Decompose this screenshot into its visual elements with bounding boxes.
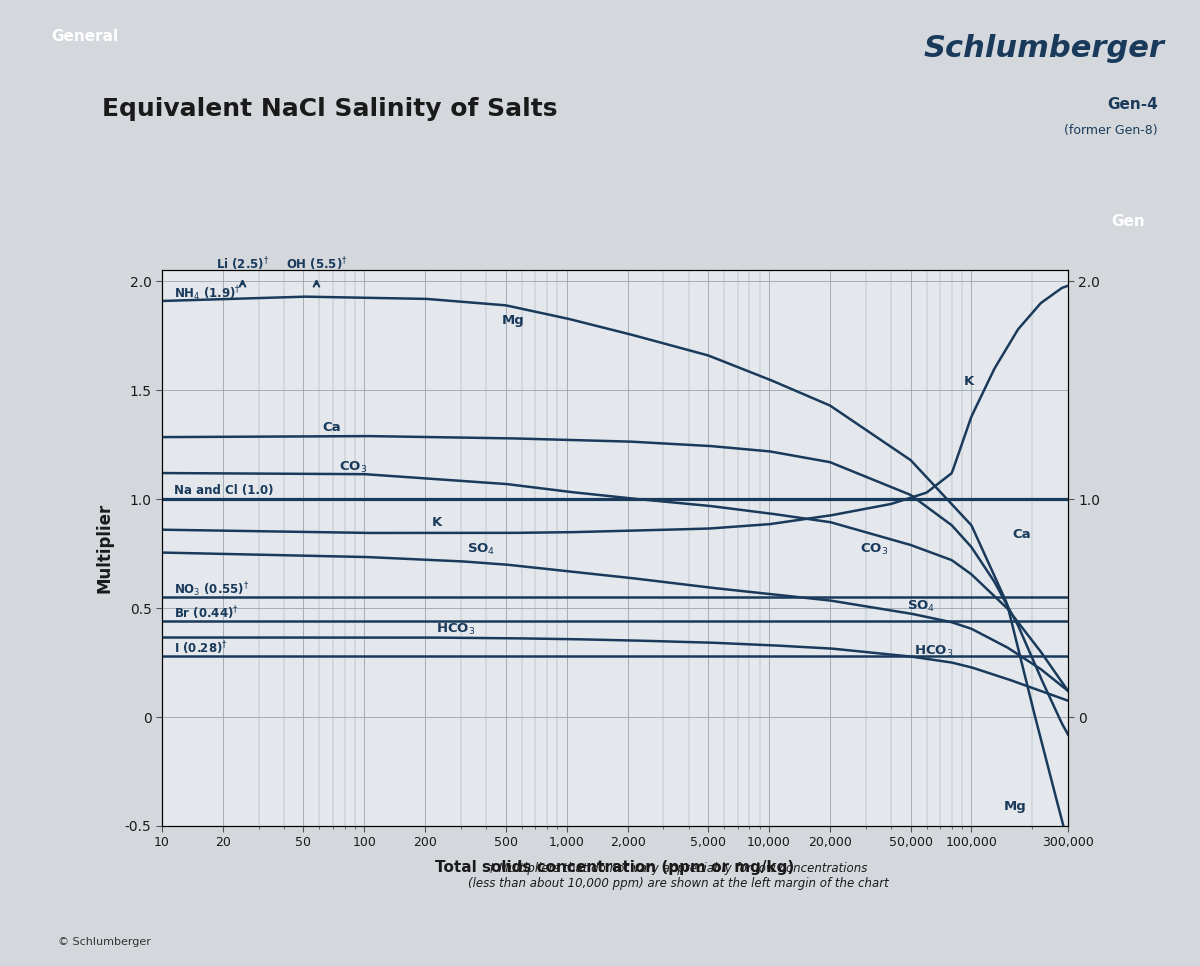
Y-axis label: Multiplier: Multiplier (96, 503, 114, 593)
Text: Ca: Ca (1013, 528, 1031, 541)
Text: Gen: Gen (1111, 213, 1146, 229)
Text: NH$_4$ (1.9)$^{†}$: NH$_4$ (1.9)$^{†}$ (174, 284, 241, 302)
Text: CO$_3$: CO$_3$ (340, 460, 367, 475)
Text: SO$_4$: SO$_4$ (467, 542, 494, 556)
Text: Schlumberger: Schlumberger (923, 34, 1164, 63)
Text: OH (5.5)$^{†}$: OH (5.5)$^{†}$ (286, 255, 347, 272)
Text: Mg: Mg (1004, 800, 1027, 812)
Text: Equivalent NaCl Salinity of Salts: Equivalent NaCl Salinity of Salts (102, 97, 558, 121)
Text: I (0.28)$^{†}$: I (0.28)$^{†}$ (174, 639, 228, 657)
Text: SO$_4$: SO$_4$ (907, 599, 935, 614)
Text: Br (0.44)$^{†}$: Br (0.44)$^{†}$ (174, 605, 239, 622)
Text: HCO$_3$: HCO$_3$ (436, 622, 475, 638)
Text: K: K (432, 517, 442, 529)
Text: Gen-4: Gen-4 (1108, 97, 1158, 112)
Text: General: General (50, 29, 118, 44)
Text: Na and Cl (1.0): Na and Cl (1.0) (174, 484, 274, 497)
Text: Mg: Mg (503, 314, 524, 327)
Text: Ca: Ca (323, 420, 341, 434)
Text: CO$_3$: CO$_3$ (859, 542, 888, 556)
Text: † Multipliers that do not vary appreciably for low concentrations
(less than abo: † Multipliers that do not vary appreciab… (468, 862, 888, 890)
Text: NO$_3$ (0.55)$^{†}$: NO$_3$ (0.55)$^{†}$ (174, 581, 250, 599)
Text: HCO$_3$: HCO$_3$ (914, 644, 953, 659)
Text: Li (2.5)$^{†}$: Li (2.5)$^{†}$ (216, 255, 269, 272)
Text: (former Gen-8): (former Gen-8) (1064, 124, 1158, 136)
Text: K: K (964, 375, 974, 387)
Text: © Schlumberger: © Schlumberger (58, 937, 150, 947)
X-axis label: Total solids concentration (ppm or mg/kg): Total solids concentration (ppm or mg/kg… (436, 861, 794, 875)
